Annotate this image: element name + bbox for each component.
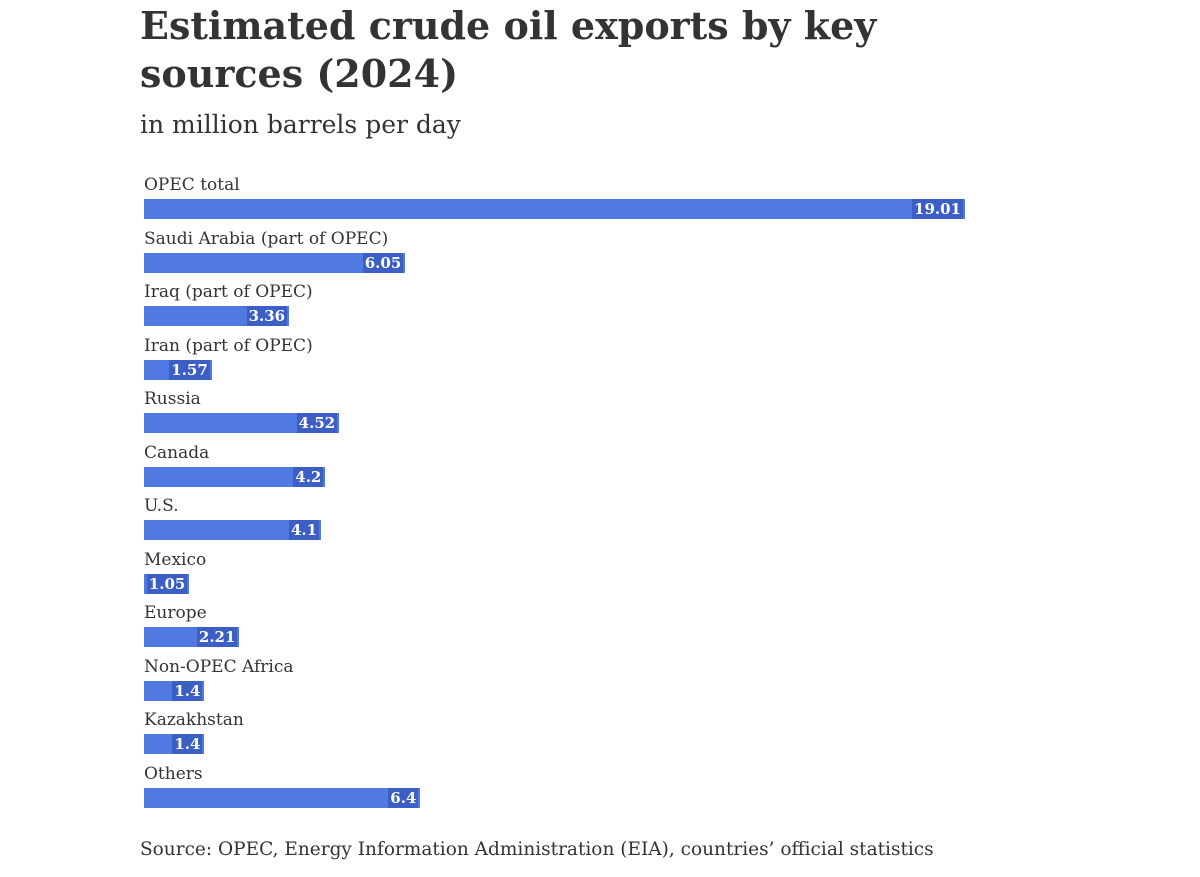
category-label: Others [144, 763, 203, 784]
chart-title: Estimated crude oil exports by key sourc… [140, 3, 877, 96]
data-label: 2.21 [196, 627, 238, 647]
bar: 6.4 [144, 787, 421, 808]
data-label: 3.36 [246, 306, 288, 326]
data-label: 4.1 [288, 520, 320, 540]
bar: 1.05 [144, 573, 190, 594]
bar: 4.2 [144, 466, 326, 487]
category-label: Canada [144, 442, 210, 463]
data-label: 1.05 [146, 573, 188, 594]
bar: 2.21 [144, 627, 240, 647]
data-label: 1.4 [172, 680, 203, 701]
bar: 1.4 [144, 734, 205, 754]
category-label: Saudi Arabia (part of OPEC) [144, 228, 389, 249]
bar: 4.52 [144, 413, 340, 433]
bar: 19.01 [144, 199, 965, 219]
data-label: 4.2 [293, 466, 324, 487]
category-label: Iran (part of OPEC) [144, 335, 313, 356]
category-label: Iraq (part of OPEC) [144, 282, 313, 302]
category-label: Non-OPEC Africa [144, 656, 294, 677]
bar: 1.4 [144, 680, 205, 701]
bar: 3.36 [144, 306, 290, 326]
category-label: U.S. [144, 496, 179, 516]
category-label: Russia [144, 389, 201, 409]
chart-subtitle: in million barrels per day [140, 110, 461, 139]
data-label: 6.4 [388, 787, 419, 808]
data-label: 19.01 [912, 199, 963, 219]
category-label: Kazakhstan [144, 710, 244, 730]
bar: 6.05 [144, 252, 406, 273]
category-label: Europe [144, 603, 207, 623]
bar: 1.57 [144, 359, 212, 380]
bar: 4.1 [144, 520, 322, 540]
source-note: Source: OPEC, Energy Information Adminis… [140, 839, 934, 860]
data-label: 6.05 [362, 252, 404, 273]
category-label: OPEC total [144, 175, 240, 195]
data-label: 1.57 [169, 359, 210, 380]
data-label: 4.52 [296, 413, 338, 433]
data-label: 1.4 [172, 734, 203, 754]
category-label: Mexico [144, 549, 207, 570]
